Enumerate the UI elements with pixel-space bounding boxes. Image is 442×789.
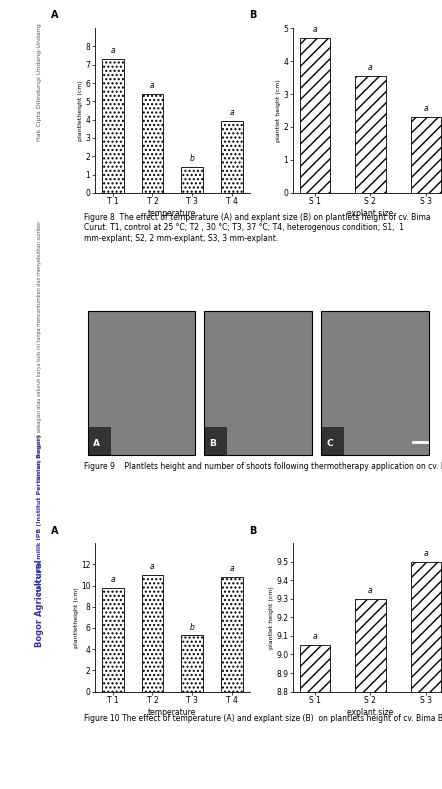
Text: B: B: [249, 525, 256, 536]
Text: b: b: [190, 623, 195, 632]
Bar: [300, 38, 330, 193]
Bar: [411, 117, 441, 193]
Text: a: a: [110, 46, 115, 55]
Y-axis label: plantlet height (cm): plantlet height (cm): [277, 79, 282, 142]
Text: A: A: [51, 525, 58, 536]
X-axis label: temperature: temperature: [148, 209, 197, 218]
Text: A: A: [93, 439, 100, 448]
Text: a: a: [312, 633, 317, 641]
X-axis label: explant size: explant size: [347, 708, 393, 716]
Text: a: a: [423, 549, 428, 558]
Bar: [88, 427, 110, 454]
X-axis label: temperature: temperature: [148, 708, 197, 716]
Text: A: A: [51, 9, 58, 20]
Bar: [141, 94, 164, 193]
Text: a: a: [150, 563, 155, 571]
Bar: [300, 645, 330, 789]
Text: Hak cipta milik IPB (Institut Pertanian Bogor): Hak cipta milik IPB (Institut Pertanian …: [37, 434, 42, 593]
Bar: [411, 562, 441, 789]
Bar: [181, 167, 203, 193]
Bar: [102, 59, 124, 193]
Text: a: a: [110, 575, 115, 584]
Bar: [321, 312, 429, 454]
Text: Figure 8  The effect of temperature (A) and explant size (B) on plantlets height: Figure 8 The effect of temperature (A) a…: [84, 213, 431, 243]
Y-axis label: plantletheight (cm): plantletheight (cm): [79, 80, 84, 141]
Text: a: a: [150, 81, 155, 90]
Bar: [102, 588, 124, 691]
Text: a: a: [423, 104, 428, 113]
Y-axis label: plantlet height (cm): plantlet height (cm): [269, 586, 274, 649]
Bar: [221, 122, 243, 193]
Text: B: B: [249, 9, 256, 20]
Text: a: a: [312, 24, 317, 34]
Bar: [204, 312, 312, 454]
Text: a: a: [230, 108, 234, 118]
Text: Figure 10 The effect of temperature (A) and explant size (B)  on plantlets heigh: Figure 10 The effect of temperature (A) …: [84, 714, 442, 723]
Text: Dilarang mengutip sebagian atau seluruh karya tulis ini tanpa mencantumkan dan m: Dilarang mengutip sebagian atau seluruh …: [37, 221, 42, 481]
Text: Hak Cipta Dilindungi Undang-Undang: Hak Cipta Dilindungi Undang-Undang: [37, 24, 42, 141]
Bar: [321, 427, 344, 454]
Bar: [181, 635, 203, 691]
Text: C: C: [326, 439, 333, 448]
Bar: [141, 575, 164, 691]
Bar: [88, 312, 195, 454]
Bar: [355, 76, 386, 193]
Bar: [221, 577, 243, 691]
Y-axis label: plantletheight (cm): plantletheight (cm): [74, 587, 79, 648]
Text: a: a: [230, 564, 234, 574]
Text: B: B: [210, 439, 217, 448]
Text: b: b: [190, 154, 195, 163]
Bar: [355, 599, 386, 789]
X-axis label: explant size: explant size: [347, 209, 393, 218]
Bar: [204, 427, 227, 454]
Text: Figure 9    Plantlets height and number of shoots following thermotherapy applic: Figure 9 Plantlets height and number of …: [84, 462, 442, 470]
Text: Bogor Agricultural: Bogor Agricultural: [35, 559, 44, 647]
Text: a: a: [368, 63, 373, 72]
Text: a: a: [368, 586, 373, 595]
